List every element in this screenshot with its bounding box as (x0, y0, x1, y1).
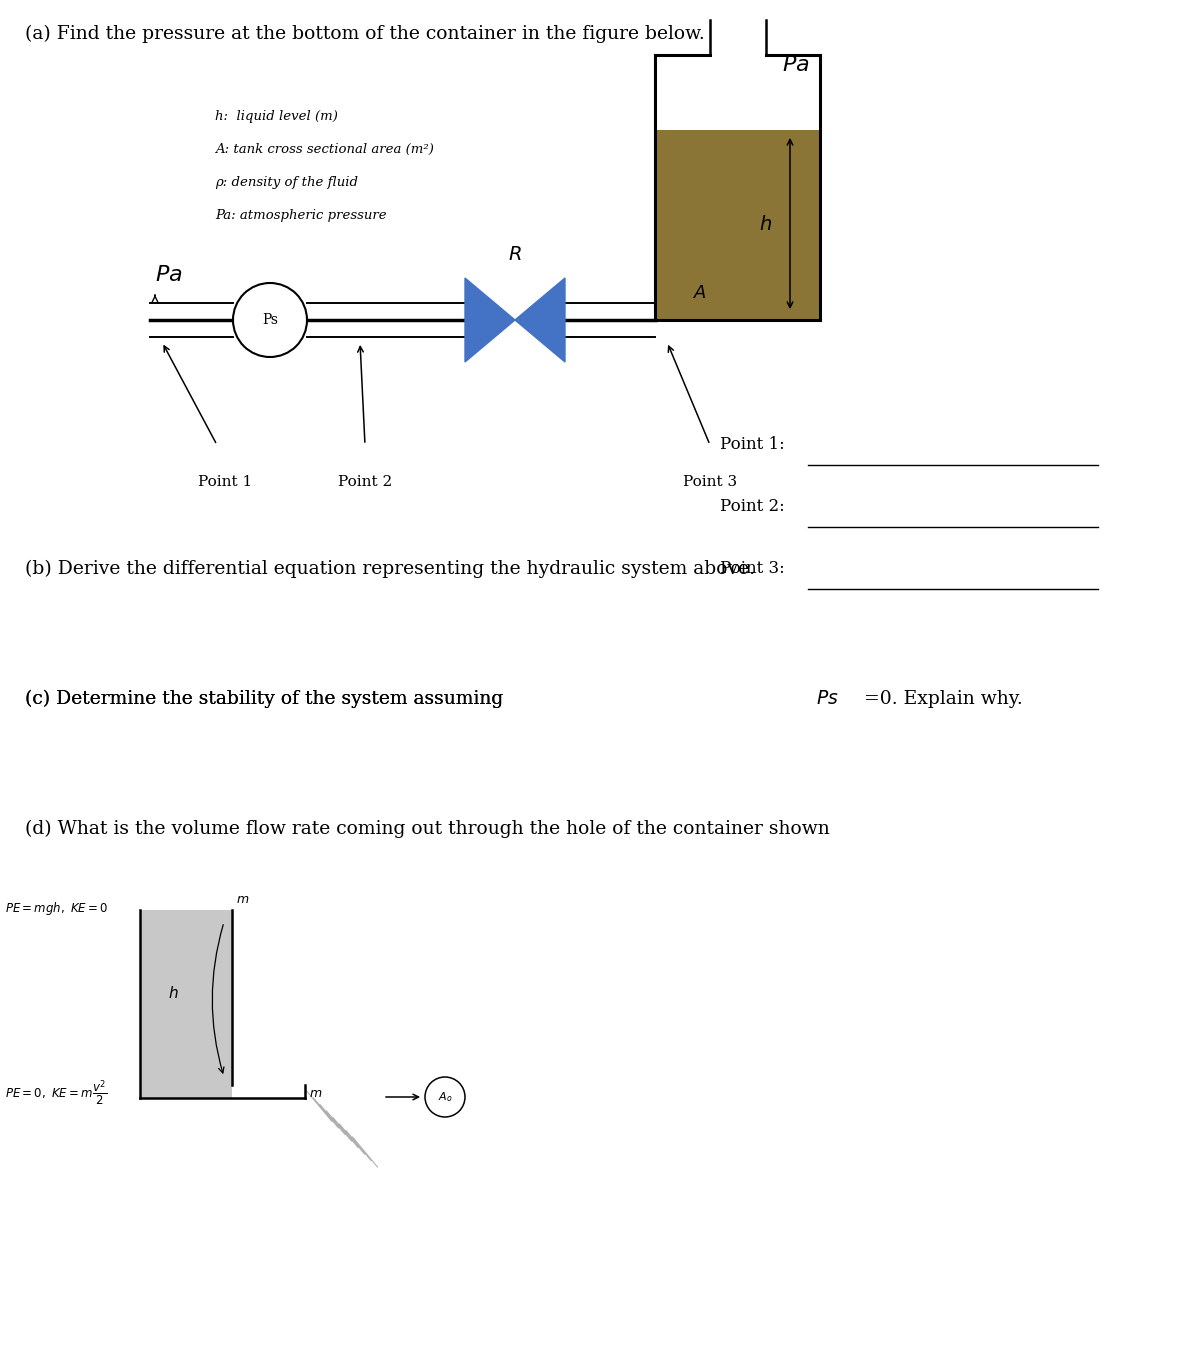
Bar (140, 910, 232, 1097)
Circle shape (233, 284, 307, 358)
Text: Point 2:: Point 2: (720, 499, 785, 515)
Text: (d) What is the volume flow rate coming out through the hole of the container sh: (d) What is the volume flow rate coming … (25, 821, 835, 838)
Text: $m$: $m$ (236, 893, 250, 906)
Text: Point 1:: Point 1: (720, 437, 785, 453)
Text: Ps: Ps (262, 312, 278, 327)
Text: $Pa$: $Pa$ (155, 264, 182, 286)
Text: A: tank cross sectional area (m²): A: tank cross sectional area (m²) (215, 142, 434, 156)
Polygon shape (515, 278, 565, 362)
Text: $R$: $R$ (508, 247, 522, 264)
Text: h:  liquid level (m): h: liquid level (m) (215, 110, 338, 123)
Text: Pa: atmospheric pressure: Pa: atmospheric pressure (215, 210, 386, 222)
Text: (c) Determine the stability of the system assuming: (c) Determine the stability of the syste… (25, 690, 509, 708)
Text: =0. Explain why.: =0. Explain why. (864, 690, 1022, 708)
Text: $h$: $h$ (168, 985, 179, 1000)
Text: $m$: $m$ (310, 1086, 323, 1100)
Bar (655, 130, 820, 321)
Text: $Ps$: $Ps$ (816, 690, 838, 708)
Text: ρ: density of the fluid: ρ: density of the fluid (215, 175, 358, 189)
Text: $h$: $h$ (758, 215, 772, 234)
Text: (c) Determine the stability of the system assuming: (c) Determine the stability of the syste… (25, 690, 509, 708)
Text: (a) Find the pressure at the bottom of the container in the figure below.: (a) Find the pressure at the bottom of t… (25, 25, 704, 44)
Text: Point 1: Point 1 (198, 475, 252, 489)
Text: Point 3:: Point 3: (720, 560, 785, 578)
Text: $Pa$: $Pa$ (782, 53, 810, 75)
Circle shape (425, 1077, 466, 1117)
Text: $A_o$: $A_o$ (438, 1091, 452, 1104)
Text: $PE = mgh,\ KE = 0$: $PE = mgh,\ KE = 0$ (5, 900, 108, 917)
Text: (b) Derive the differential equation representing the hydraulic system above.: (b) Derive the differential equation rep… (25, 560, 755, 578)
Text: $A$: $A$ (692, 284, 707, 301)
Polygon shape (466, 278, 515, 362)
Text: Point 2: Point 2 (338, 475, 392, 489)
Text: Point 3: Point 3 (683, 475, 737, 489)
Text: $PE = 0,\ KE = m\dfrac{v^2}{2}$: $PE = 0,\ KE = m\dfrac{v^2}{2}$ (5, 1080, 107, 1108)
